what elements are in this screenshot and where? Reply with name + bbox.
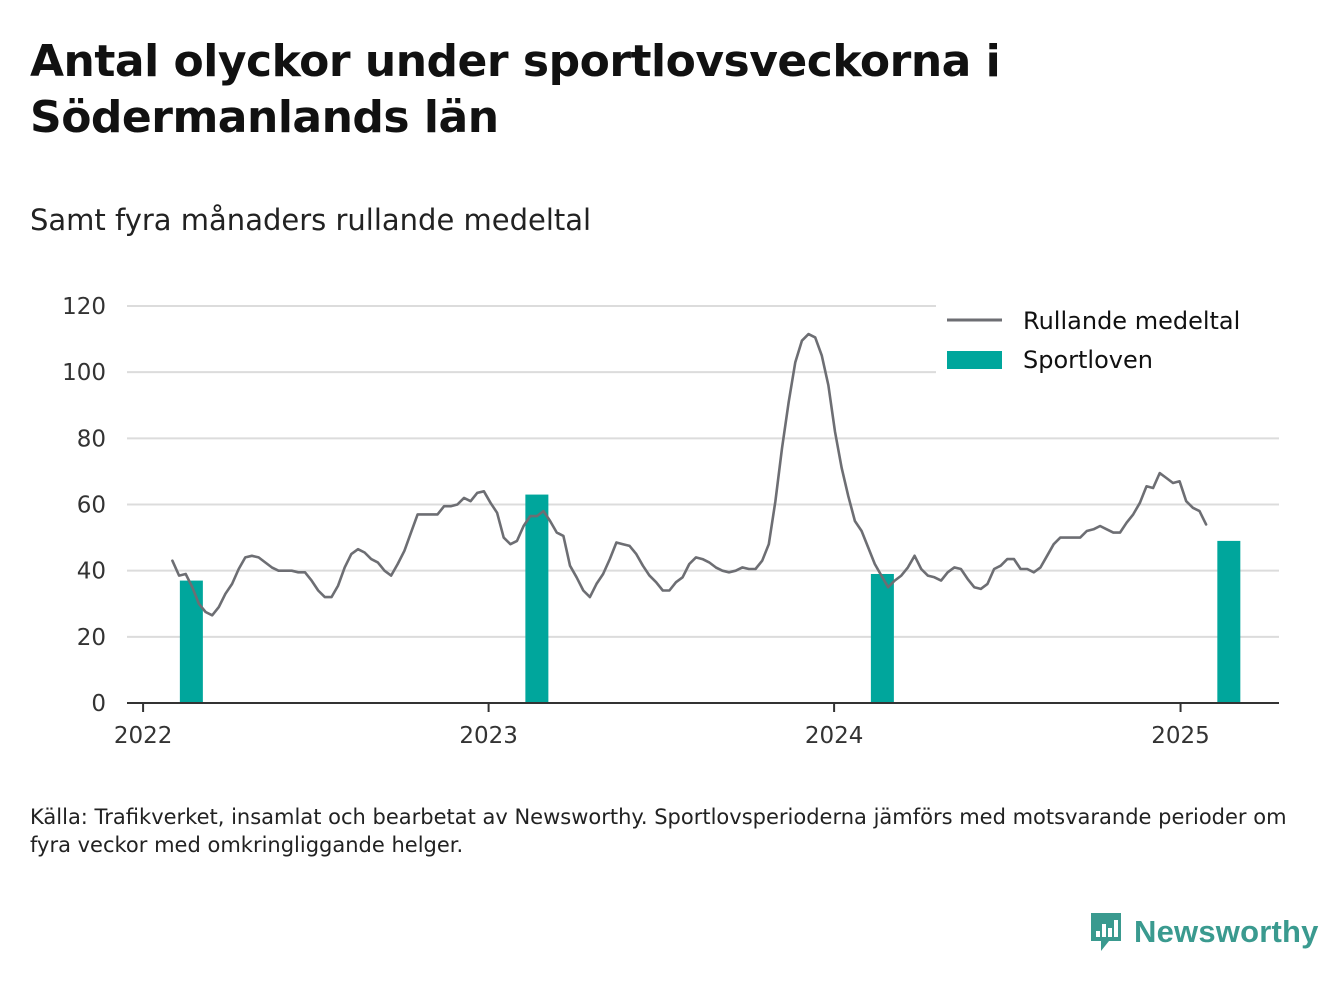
- bar-sportloven: [870, 573, 894, 703]
- legend: Rullande medeltal Sportloven: [936, 300, 1280, 376]
- source-note: Källa: Trafikverket, insamlat och bearbe…: [30, 805, 1287, 857]
- bar-sportloven: [1217, 540, 1241, 703]
- x-tick-label: 2023: [459, 723, 518, 749]
- chart-subtitle: Samt fyra månaders rullande medeltal: [30, 203, 592, 237]
- legend-label-rullande: Rullande medeltal: [1023, 307, 1240, 335]
- bar-sportloven: [525, 494, 549, 703]
- legend-label-sportloven: Sportloven: [1023, 346, 1153, 374]
- x-tick-label: 2024: [805, 723, 864, 749]
- x-tick-label: 2025: [1151, 723, 1210, 749]
- y-tick-label: 60: [77, 493, 106, 519]
- y-tick-label: 100: [62, 360, 106, 386]
- axes: 0 20 40 60 80 100 120 2022 2023 2024 2025: [62, 294, 1279, 749]
- brand-logo[interactable]: Newsworthy: [1088, 910, 1319, 954]
- y-tick-label: 40: [77, 559, 106, 585]
- legend-bar-swatch: [947, 351, 1002, 369]
- chart-title: Antal olyckor under sportlovsveckorna i …: [30, 36, 1001, 143]
- bar-series-sportloven: [179, 494, 1241, 703]
- chart-canvas: 0 20 40 60 80 100 120 2022 2023 2024 2025 Rullande…: [62, 294, 1280, 749]
- y-tick-label: 0: [91, 691, 106, 717]
- line-rullande-medeltal: [171, 332, 1208, 617]
- brand-name: Newsworthy: [1134, 914, 1319, 949]
- y-tick-label: 20: [77, 625, 106, 651]
- y-tick-label: 80: [77, 426, 106, 452]
- bar-sportloven: [179, 580, 203, 703]
- newsworthy-logo-icon: [1091, 913, 1121, 951]
- line-series-rullande-medeltal: [171, 332, 1208, 617]
- x-tick-label: 2022: [114, 723, 173, 749]
- y-tick-label: 120: [62, 294, 106, 320]
